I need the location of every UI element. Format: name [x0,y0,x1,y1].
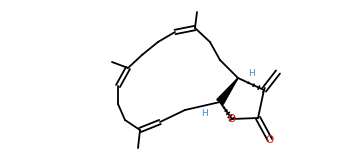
Text: H: H [201,110,208,118]
Polygon shape [217,78,238,104]
Text: O: O [228,114,236,124]
Text: H: H [248,69,255,77]
Text: O: O [266,135,274,145]
